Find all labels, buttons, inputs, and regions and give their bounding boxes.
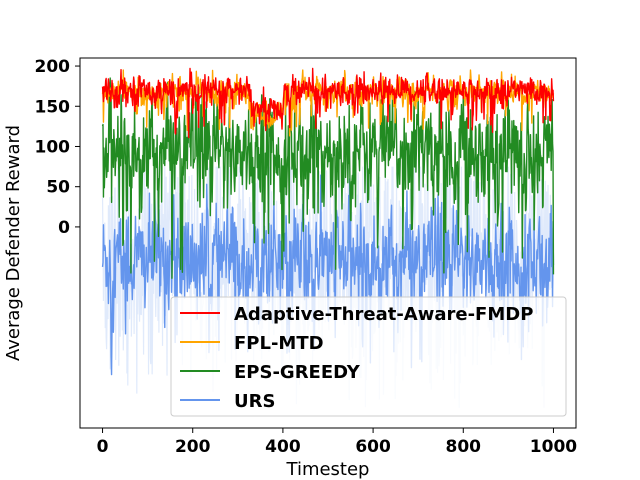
legend-box	[170, 296, 567, 417]
y-tick-label: 200	[35, 57, 71, 77]
x-tick-label: 1000	[530, 437, 577, 457]
legend-items: Adaptive-Threat-Aware-FMDP FPL-MTD EPS-GRE…	[180, 304, 533, 412]
x-tick-label: 400	[265, 437, 301, 457]
y-axis-label: Average Defender Reward	[3, 125, 24, 361]
x-tick-label: 0	[97, 437, 109, 457]
legend: Adaptive-Threat-Aware-FMDP FPL-MTD EPS-GRE…	[170, 296, 567, 417]
x-axis-label: Timestep	[286, 459, 370, 480]
series-line-eps-greedy	[101, 77, 555, 279]
plot-area: 0 200 400 600 800 1000 0 50 100 150 200	[35, 57, 578, 457]
x-axis-ticks: 0 200 400 600 800 1000	[97, 428, 577, 457]
y-tick-label: 50	[46, 178, 70, 198]
x-tick-label: 200	[175, 437, 211, 457]
legend-label: FPL-MTD	[234, 333, 324, 354]
series-line-adaptive-threat-aware-fmdp	[101, 67, 555, 139]
y-tick-label: 100	[35, 137, 71, 157]
axes-frame	[79, 57, 577, 429]
legend-label: URS	[234, 391, 275, 412]
y-tick-label: 150	[35, 97, 71, 117]
x-tick-label: 800	[446, 437, 482, 457]
y-tick-label: 0	[58, 218, 70, 238]
legend-label: Adaptive-Threat-Aware-FMDP	[234, 304, 533, 325]
y-axis-ticks: 0 50 100 150 200	[35, 57, 80, 238]
x-tick-label: 600	[355, 437, 391, 457]
legend-label: EPS-GREEDY	[234, 362, 361, 383]
